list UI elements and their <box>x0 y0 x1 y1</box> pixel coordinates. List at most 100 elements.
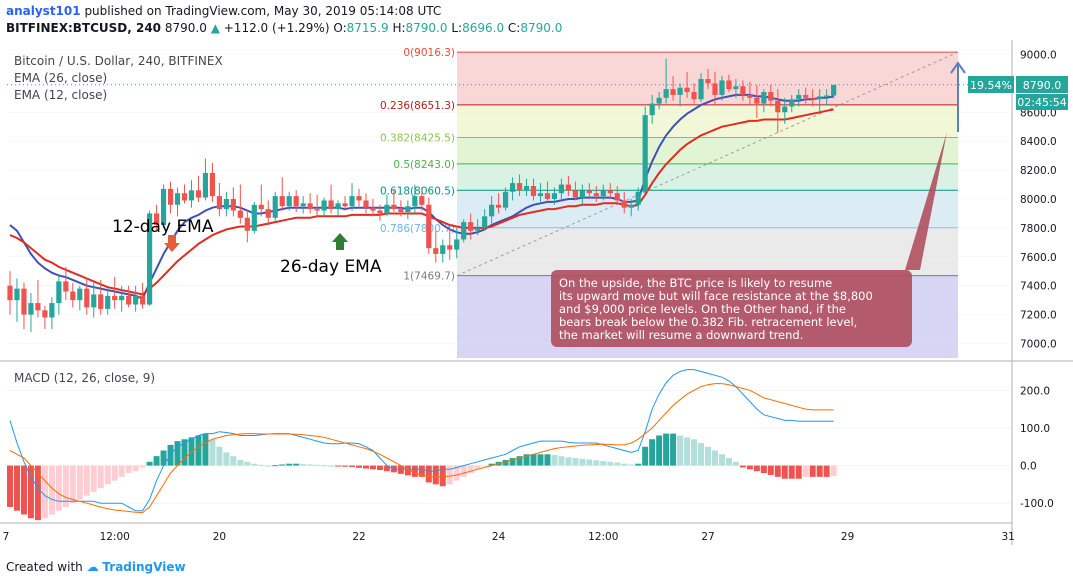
macd-histogram-bar <box>27 465 34 519</box>
macd-histogram-bar <box>593 460 600 466</box>
candle <box>496 193 502 214</box>
macd-histogram-bar <box>7 465 13 507</box>
macd-histogram-bar <box>272 465 279 467</box>
symbol-name[interactable]: BITFINEX:BTCUSD, 240 <box>6 21 162 35</box>
candle <box>70 282 76 308</box>
macd-histogram-bar <box>216 446 223 466</box>
candle <box>112 277 118 309</box>
fib-level-label: 1(7469.7) <box>403 271 455 283</box>
macd-histogram-bar <box>404 465 411 476</box>
candle <box>461 219 467 243</box>
candle <box>384 194 390 217</box>
macd-histogram-bar <box>509 458 516 466</box>
legend-ema26[interactable]: EMA (26, close) <box>14 71 108 85</box>
macd-histogram-bar <box>460 465 467 477</box>
price-tick-label: 7600.0 <box>1020 252 1057 264</box>
macd-histogram-bar <box>802 465 809 477</box>
candle <box>761 89 767 113</box>
change-arrow-icon: ▲ <box>210 21 220 35</box>
candle <box>370 199 376 217</box>
candle <box>586 183 592 199</box>
macd-histogram-bar <box>356 465 362 468</box>
footer: Created with ☁ TradingView <box>6 560 186 574</box>
macd-histogram-bar <box>467 465 474 474</box>
macd-histogram-bar <box>586 459 593 466</box>
candle <box>607 183 613 199</box>
candle <box>377 204 383 221</box>
macd-histogram-bar <box>223 452 230 466</box>
candle <box>147 210 153 306</box>
candle <box>42 305 48 330</box>
candle <box>426 197 432 254</box>
macd-histogram-bar <box>635 463 642 466</box>
macd-tick-label: 200.0 <box>1020 385 1050 397</box>
legend-ema12[interactable]: EMA (12, close) <box>14 88 108 102</box>
macd-histogram-bar <box>718 454 725 466</box>
countdown-tag <box>1016 94 1068 110</box>
down-arrow-icon <box>164 235 180 252</box>
candle <box>84 278 90 315</box>
macd-histogram-bar <box>174 441 181 466</box>
macd-histogram-bar <box>188 437 195 466</box>
macd-histogram-bar <box>746 465 753 470</box>
candle <box>286 191 292 211</box>
legend-title[interactable]: Bitcoin / U.S. Dollar, 240, BITFINEX <box>14 54 223 68</box>
macd-histogram-bar <box>663 433 670 466</box>
macd-histogram-bar <box>139 465 146 468</box>
macd-histogram-bar <box>349 465 356 468</box>
time-tick-label: 24 <box>492 531 506 543</box>
macd-histogram-bar <box>69 465 76 504</box>
candle <box>726 74 732 93</box>
candle <box>7 271 13 315</box>
macd-histogram-bar <box>342 465 349 467</box>
macd-histogram-bar <box>481 465 488 467</box>
candle <box>188 180 195 208</box>
candle <box>489 196 495 224</box>
candle <box>314 194 320 218</box>
high-label: H: <box>392 21 406 35</box>
candle <box>265 200 271 226</box>
candle <box>328 184 334 214</box>
macd-histogram-bar <box>76 465 83 500</box>
low-label: L: <box>451 21 463 35</box>
candle <box>119 285 125 312</box>
macd-histogram-bar <box>767 465 774 475</box>
candle <box>614 185 620 205</box>
candle <box>537 183 544 202</box>
open-label: O: <box>333 21 347 35</box>
macd-histogram-bar <box>544 454 551 466</box>
macd-histogram-bar <box>823 465 830 477</box>
candle <box>454 227 460 259</box>
candle <box>363 193 369 214</box>
macd-histogram-bar <box>307 464 314 466</box>
percent-tag <box>968 76 1014 93</box>
candle <box>733 79 739 98</box>
macd-legend[interactable]: MACD (12, 26, close, 9) <box>14 371 156 385</box>
macd-histogram-bar <box>488 463 495 466</box>
candle <box>91 282 97 318</box>
macd-histogram-bar <box>579 458 586 466</box>
candle <box>810 89 816 107</box>
candle <box>230 187 236 217</box>
macd-histogram-bar <box>795 465 802 479</box>
author-link[interactable]: analyst101 <box>6 4 81 18</box>
high-value: 8790.0 <box>405 21 448 35</box>
candle <box>209 162 216 202</box>
macd-histogram-bar <box>607 461 614 466</box>
macd-tick-label: 0.0 <box>1020 461 1037 473</box>
time-tick-label: 22 <box>352 531 365 543</box>
candle <box>684 71 690 98</box>
macd-histogram-bar <box>209 439 216 466</box>
macd-histogram-bar <box>453 465 460 481</box>
candle <box>775 89 781 133</box>
candle <box>272 191 278 221</box>
candle <box>824 89 830 106</box>
fib-level-label: 0.5(8243.0) <box>393 159 455 171</box>
macd-histogram-bar <box>230 456 237 466</box>
candle <box>153 204 160 231</box>
macd-histogram-bar <box>774 465 781 477</box>
candle <box>558 178 565 199</box>
macd-histogram-bar <box>698 443 705 466</box>
footer-brand[interactable]: TradingView <box>102 560 186 574</box>
